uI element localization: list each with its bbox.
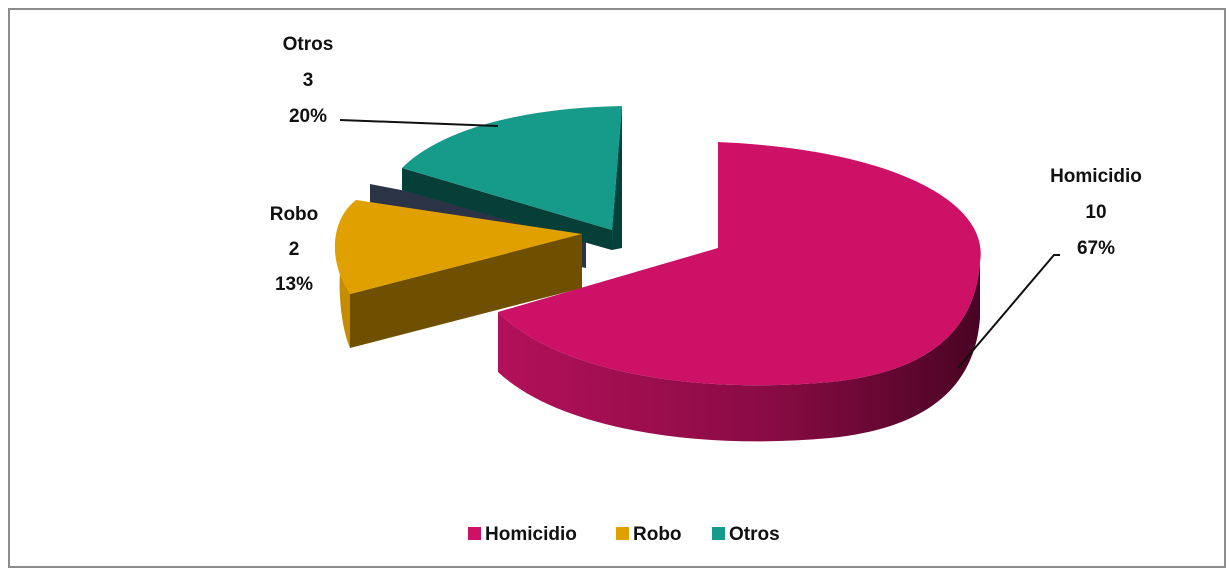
data-label-homicidio-percent: 67% — [1077, 238, 1115, 259]
legend-swatch-robo — [616, 527, 629, 540]
slice-homicidio-side — [498, 262, 980, 442]
leader-line-homicidio — [957, 254, 1060, 369]
slice-robo-side — [339, 260, 350, 348]
data-label-robo-percent: 13% — [275, 274, 313, 295]
slice-robo-cut-face — [350, 234, 582, 348]
legend-label-otros: Otros — [729, 524, 780, 545]
legend: Homicidio Robo Otros — [468, 524, 780, 545]
data-label-otros: Otros 3 20% — [283, 34, 334, 127]
legend-label-homicidio: Homicidio — [485, 524, 577, 545]
data-label-otros-percent: 20% — [289, 106, 327, 127]
data-label-otros-value: 3 — [303, 70, 314, 91]
slice-otros-right-face — [612, 106, 622, 250]
slice-robo-top — [334, 200, 582, 294]
data-label-homicidio-value: 10 — [1085, 202, 1106, 223]
slice-robo — [334, 200, 582, 348]
slice-otros-cut-face — [402, 168, 612, 250]
legend-swatch-homicidio — [468, 527, 481, 540]
leader-line-otros — [339, 119, 499, 127]
legend-label-robo: Robo — [633, 524, 682, 545]
data-label-robo: Robo 2 13% — [270, 204, 319, 295]
slice-otros-top — [402, 106, 622, 230]
slice-homicidio-top — [498, 142, 981, 386]
legend-swatch-otros — [712, 527, 725, 540]
data-label-robo-category: Robo — [270, 204, 319, 225]
data-label-homicidio-category: Homicidio — [1050, 166, 1142, 187]
slice-homicidio — [498, 142, 981, 442]
slice-otros — [402, 106, 622, 250]
data-label-robo-value: 2 — [289, 239, 300, 260]
data-label-otros-category: Otros — [283, 34, 334, 55]
data-label-homicidio: Homicidio 10 67% — [1050, 166, 1142, 259]
